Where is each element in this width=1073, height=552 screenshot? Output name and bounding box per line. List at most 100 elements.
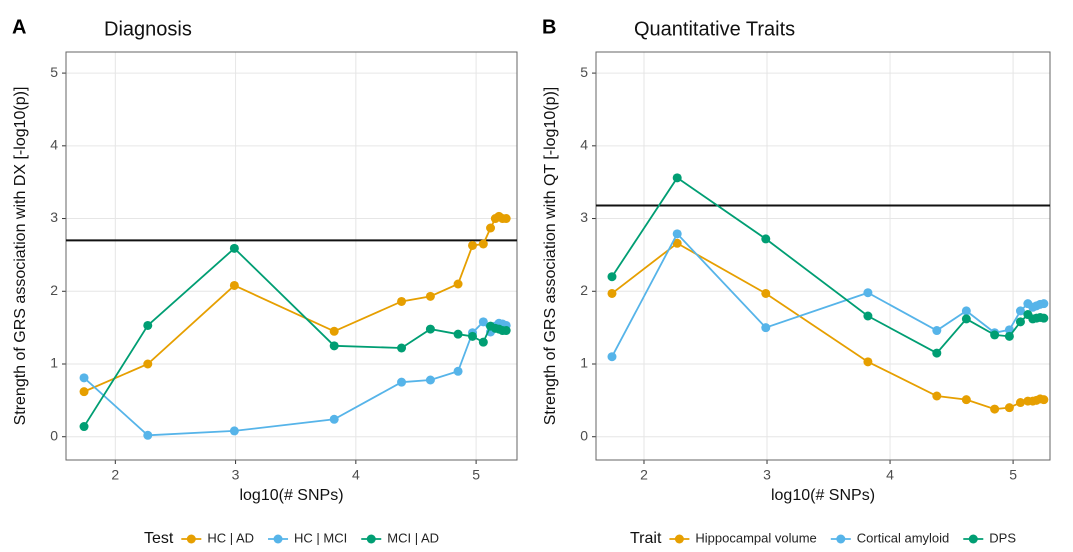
x-axis-title: log10(# SNPs)	[239, 487, 343, 504]
plot-border	[65, 51, 518, 461]
legend-dot	[968, 534, 978, 544]
data-point	[961, 395, 971, 405]
data-point	[397, 343, 407, 353]
legend-dot	[674, 534, 684, 544]
data-point	[961, 314, 971, 324]
data-point	[672, 173, 682, 183]
legend-label: Hippocampal volume	[695, 530, 816, 545]
data-point	[672, 229, 682, 239]
data-point	[672, 238, 682, 248]
legend-label: DPS	[989, 530, 1016, 545]
y-tick-label: 2	[580, 282, 588, 298]
data-point	[1039, 299, 1049, 309]
panel-label: B	[542, 16, 556, 38]
data-point	[932, 326, 942, 336]
legend: Test HC | AD HC | MCI MCI | AD	[144, 530, 439, 547]
y-tick-label: 1	[580, 355, 588, 371]
data-point	[478, 317, 488, 327]
legend-label: MCI | AD	[387, 530, 439, 545]
x-tick-label: 4	[352, 467, 360, 483]
plot-border	[595, 51, 1051, 461]
y-tick-label: 0	[50, 427, 58, 443]
data-point	[863, 288, 873, 298]
plot-background	[66, 52, 517, 460]
y-axis-title: Strength of GRS association with DX [-lo…	[12, 87, 29, 426]
data-point	[143, 320, 153, 330]
data-point	[961, 306, 971, 316]
y-tick-label: 5	[580, 64, 588, 80]
x-tick-label: 2	[640, 467, 648, 483]
data-point	[397, 296, 407, 306]
data-point	[143, 359, 153, 369]
data-point	[1004, 331, 1014, 341]
data-point	[501, 326, 511, 336]
data-point	[932, 391, 942, 401]
data-point	[229, 280, 239, 290]
legend: Trait Hippocampal volume Cortical amyloid D…	[630, 530, 1016, 547]
data-point	[329, 341, 339, 351]
data-point	[486, 223, 496, 233]
data-point	[478, 337, 488, 347]
legend-title: Trait	[630, 530, 662, 547]
data-point	[932, 348, 942, 358]
data-point	[329, 414, 339, 424]
y-tick-label: 0	[580, 427, 588, 443]
x-axis-title: log10(# SNPs)	[771, 487, 875, 504]
legend-label: HC | AD	[207, 530, 254, 545]
legend-label: HC | MCI	[294, 530, 347, 545]
data-point	[425, 375, 435, 385]
data-point	[863, 357, 873, 367]
data-point	[468, 240, 478, 250]
data-point	[468, 331, 478, 341]
legend-dot	[836, 534, 846, 544]
data-point	[501, 214, 511, 224]
x-tick-label: 5	[1009, 467, 1017, 483]
data-point	[990, 330, 1000, 340]
data-point	[761, 234, 771, 244]
x-tick-label: 4	[886, 467, 894, 483]
data-point	[1004, 403, 1014, 413]
legend-title: Test	[144, 530, 174, 547]
data-point	[1015, 317, 1025, 327]
y-tick-label: 5	[50, 64, 58, 80]
panel-label: A	[12, 16, 26, 38]
data-point	[607, 272, 617, 282]
data-point	[863, 311, 873, 321]
legend-label: Cortical amyloid	[857, 530, 949, 545]
y-tick-label: 4	[580, 137, 588, 153]
y-tick-label: 4	[50, 137, 58, 153]
data-point	[1015, 398, 1025, 408]
data-point	[607, 352, 617, 362]
y-tick-label: 3	[50, 209, 58, 225]
chart-title: Diagnosis	[104, 18, 192, 40]
chart-title: Quantitative Traits	[634, 18, 795, 40]
data-point	[761, 323, 771, 333]
x-tick-label: 3	[763, 467, 771, 483]
data-point	[79, 387, 89, 397]
y-tick-label: 3	[580, 209, 588, 225]
data-point	[453, 366, 463, 376]
data-point	[397, 377, 407, 387]
data-point	[453, 279, 463, 289]
y-tick-label: 1	[50, 355, 58, 371]
y-tick-label: 2	[50, 282, 58, 298]
data-point	[1039, 395, 1049, 405]
data-point	[990, 404, 1000, 414]
x-tick-label: 3	[232, 467, 240, 483]
plot-background	[596, 52, 1050, 460]
data-point	[425, 324, 435, 334]
data-point	[329, 326, 339, 336]
data-point	[425, 291, 435, 301]
data-point	[607, 288, 617, 298]
data-point	[761, 288, 771, 298]
legend-dot	[273, 534, 283, 544]
y-axis-title: Strength of GRS association with QT [-lo…	[542, 87, 559, 426]
data-point	[1039, 313, 1049, 323]
panel: 0 1 2 3 4 5 2 3 4 5 B Quantitative Traits log10(# SN…	[542, 16, 1051, 547]
legend-dot	[186, 534, 196, 544]
panel: 0 1 2 3 4 5 2 3 4 5 A Diagnosis log10(# SNPs) Strengt…	[12, 16, 518, 547]
data-point	[229, 426, 239, 436]
x-tick-label: 2	[111, 467, 119, 483]
data-point	[143, 430, 153, 440]
data-point	[478, 239, 488, 249]
